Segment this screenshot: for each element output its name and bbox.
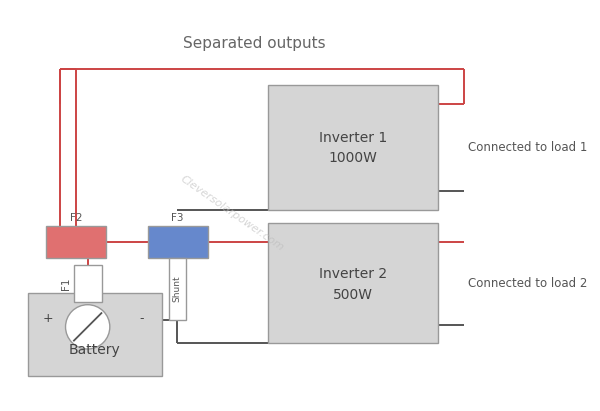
Text: Battery: Battery (69, 343, 121, 357)
Text: -: - (139, 312, 143, 325)
Text: Separated outputs: Separated outputs (184, 36, 326, 51)
Text: Shunt: Shunt (173, 276, 182, 302)
Text: +: + (43, 312, 53, 325)
Text: Inverter 1: Inverter 1 (319, 131, 387, 145)
Text: F2: F2 (70, 213, 82, 224)
Bar (268, 224, 439, 344)
Text: 1000W: 1000W (329, 151, 377, 166)
Bar (46, 226, 106, 258)
Bar (74, 265, 101, 302)
Text: F1: F1 (61, 277, 71, 290)
Text: Connected to load 2: Connected to load 2 (468, 277, 587, 290)
Text: F3: F3 (172, 213, 184, 224)
Bar (28, 293, 161, 376)
Bar (268, 85, 439, 210)
Text: Inverter 2: Inverter 2 (319, 267, 387, 281)
Text: Cleversolarpower.com: Cleversolarpower.com (179, 173, 286, 253)
Circle shape (65, 305, 110, 349)
Bar (169, 258, 185, 321)
Bar (148, 226, 208, 258)
Text: 500W: 500W (333, 288, 373, 302)
Text: Connected to load 1: Connected to load 1 (468, 141, 587, 154)
